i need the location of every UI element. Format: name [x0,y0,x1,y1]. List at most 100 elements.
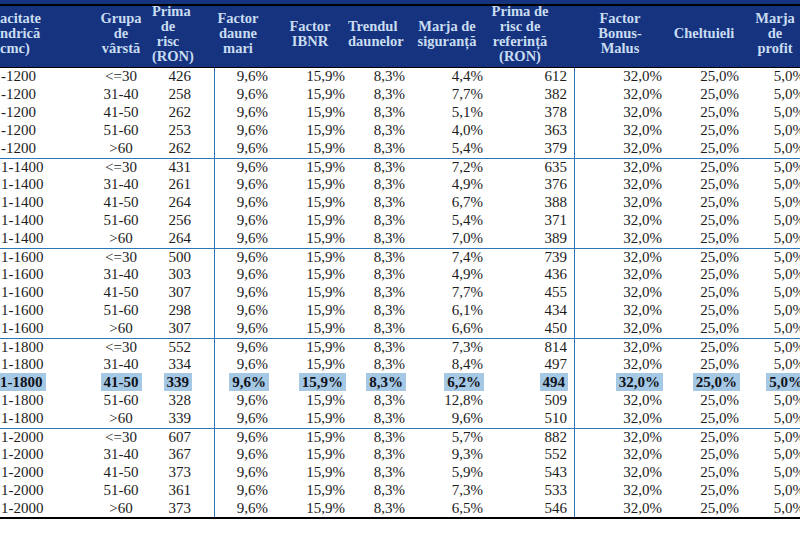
cell-cheltuieli: 25,0% [666,374,742,392]
table-row[interactable]: 1-200051-603619,6%15,9%8,3%7,3%53332,0%2… [0,482,800,500]
cell-marja-profit: 5,0% [742,392,800,410]
cell-prima-risc-referinta: 546 [486,500,574,518]
table-row[interactable]: -120041-502629,6%15,9%8,3%5,1%37832,0%25… [0,104,800,122]
table-row[interactable]: 1-140031-402619,6%15,9%8,3%4,9%37632,0%2… [0,176,800,194]
cell-trendul-daunelor: 8,3% [348,176,408,194]
cell-factor-bonus-malus: 32,0% [574,429,666,446]
table-row[interactable]: -120051-602539,6%15,9%8,3%4,0%36332,0%25… [0,122,800,140]
cell-prima-risc-referinta: 509 [486,392,574,410]
cell-prima-risc-referinta: 497 [486,356,574,374]
table-row[interactable]: 1-180051-603289,6%15,9%8,3%12,8%50932,0%… [0,392,800,410]
cell-factor-daune-mari: 9,6% [214,302,272,320]
cell-grupa-varsta: <=30 [90,249,152,266]
cell-trendul-daunelor: 8,3% [348,464,408,482]
cell-factor-ibnr: 15,9% [272,266,348,284]
cell-capacitate: 1-1400 [0,176,90,194]
cell-trendul-daunelor: 8,3% [348,249,408,266]
cell-cheltuieli: 25,0% [666,482,742,500]
table-row[interactable]: 1-1800>603399,6%15,9%8,3%9,6%51032,0%25,… [0,410,800,428]
cell-marja-siguranta: 6,1% [408,302,486,320]
cell-factor-ibnr: 15,9% [272,302,348,320]
cell-capacitate: 1-2000 [0,464,90,482]
cell-factor-ibnr: 15,9% [272,159,348,176]
table-bottom-rule [0,517,800,519]
cell-factor-ibnr: 15,9% [272,104,348,122]
premium-table: acitate ndrică cmc) Grupa de vârstă Prim… [0,0,800,518]
cell-marja-siguranta: 4,9% [408,176,486,194]
table-row-selected[interactable]: 1-180041-503399,6%15,9%8,3%6,2%49432,0%2… [0,374,800,392]
cell-marja-siguranta: 4,0% [408,122,486,140]
cell-marja-profit: 5,0% [742,500,800,518]
cell-grupa-varsta: >60 [90,500,152,518]
cell-factor-bonus-malus: 32,0% [574,320,666,338]
table-row[interactable]: -1200<=304269,6%15,9%8,3%4,4%61232,0%25,… [0,68,800,86]
cell-marja-siguranta: 8,4% [408,356,486,374]
cell-capacitate: 1-1600 [0,320,90,338]
table-row[interactable]: 1-180031-403349,6%15,9%8,3%8,4%49732,0%2… [0,356,800,374]
premium-table-screenshot: acitate ndrică cmc) Grupa de vârstă Prim… [0,0,800,534]
cell-marja-profit: 5,0% [742,68,800,86]
cell-prima-risc-referinta: 376 [486,176,574,194]
cell-grupa-varsta: >60 [90,410,152,428]
table-row[interactable]: 1-160031-403039,6%15,9%8,3%4,9%43632,0%2… [0,266,800,284]
cell-prima-risc-referinta: 612 [486,68,574,86]
table-row[interactable]: 1-160051-602989,6%15,9%8,3%6,1%43432,0%2… [0,302,800,320]
table-row[interactable]: 1-1600>603079,6%15,9%8,3%6,6%45032,0%25,… [0,320,800,338]
cell-factor-daune-mari: 9,6% [214,464,272,482]
table-row[interactable]: 1-140051-602569,6%15,9%8,3%5,4%37132,0%2… [0,212,800,230]
cell-factor-bonus-malus: 32,0% [574,212,666,230]
table-row[interactable]: 1-200031-403679,6%15,9%8,3%9,3%55232,0%2… [0,446,800,464]
cell-capacitate: -1200 [0,68,90,86]
table-row[interactable]: 1-160041-503079,6%15,9%8,3%7,7%45532,0%2… [0,284,800,302]
cell-grupa-varsta: 31-40 [90,446,152,464]
cell-trendul-daunelor: 8,3% [348,194,408,212]
cell-marja-profit: 5,0% [742,212,800,230]
table-row[interactable]: 1-140041-502649,6%15,9%8,3%6,7%38832,0%2… [0,194,800,212]
cell-marja-siguranta: 12,8% [408,392,486,410]
table-row[interactable]: 1-1400>602649,6%15,9%8,3%7,0%38932,0%25,… [0,230,800,248]
table-row[interactable]: 1-1600<=305009,6%15,9%8,3%7,4%73932,0%25… [0,248,800,266]
cell-prima-risc-referinta: 436 [486,266,574,284]
cell-marja-siguranta: 7,7% [408,86,486,104]
cell-factor-daune-mari: 9,6% [214,194,272,212]
cell-grupa-varsta: 51-60 [90,212,152,230]
cell-marja-siguranta: 5,4% [408,212,486,230]
cell-marja-siguranta: 7,3% [408,339,486,356]
cell-marja-profit: 5,0% [742,356,800,374]
cell-prima-risc-referinta: 635 [486,159,574,176]
col-header-factor-ibnr: Factor IBNR [272,0,348,67]
table-row[interactable]: -1200>602629,6%15,9%8,3%5,4%37932,0%25,0… [0,140,800,158]
cell-prima-risc: 253 [152,122,214,140]
cell-trendul-daunelor: 8,3% [348,159,408,176]
cell-marja-siguranta: 5,1% [408,104,486,122]
cell-factor-ibnr: 15,9% [272,140,348,158]
table-row[interactable]: 1-200041-503739,6%15,9%8,3%5,9%54332,0%2… [0,464,800,482]
cell-factor-ibnr: 15,9% [272,284,348,302]
cell-marja-profit: 5,0% [742,86,800,104]
cell-capacitate: 1-1400 [0,212,90,230]
cell-marja-profit: 5,0% [742,249,800,266]
cell-factor-daune-mari: 9,6% [214,320,272,338]
cell-cheltuieli: 25,0% [666,86,742,104]
table-row[interactable]: 1-2000<=306079,6%15,9%8,3%5,7%88232,0%25… [0,428,800,446]
cell-factor-daune-mari: 9,6% [214,356,272,374]
col-header-cheltuieli: Cheltuieli [666,0,742,67]
cell-cheltuieli: 25,0% [666,159,742,176]
table-row[interactable]: 1-2000>603739,6%15,9%8,3%6,5%54632,0%25,… [0,500,800,518]
table-row[interactable]: 1-1800<=305529,6%15,9%8,3%7,3%81432,0%25… [0,338,800,356]
table-row[interactable]: 1-1400<=304319,6%15,9%8,3%7,2%63532,0%25… [0,158,800,176]
cell-grupa-varsta: 31-40 [90,176,152,194]
cell-grupa-varsta: 41-50 [90,104,152,122]
cell-capacitate: 1-2000 [0,429,90,446]
cell-marja-siguranta: 7,7% [408,284,486,302]
cell-factor-ibnr: 15,9% [272,230,348,248]
cell-prima-risc-referinta: 388 [486,194,574,212]
cell-factor-ibnr: 15,9% [272,410,348,428]
cell-trendul-daunelor: 8,3% [348,230,408,248]
table-row[interactable]: -120031-402589,6%15,9%8,3%7,7%38232,0%25… [0,86,800,104]
cell-prima-risc: 303 [152,266,214,284]
cell-cheltuieli: 25,0% [666,500,742,518]
cell-factor-daune-mari: 9,6% [214,122,272,140]
cell-factor-daune-mari: 9,6% [214,230,272,248]
cell-trendul-daunelor: 8,3% [348,320,408,338]
